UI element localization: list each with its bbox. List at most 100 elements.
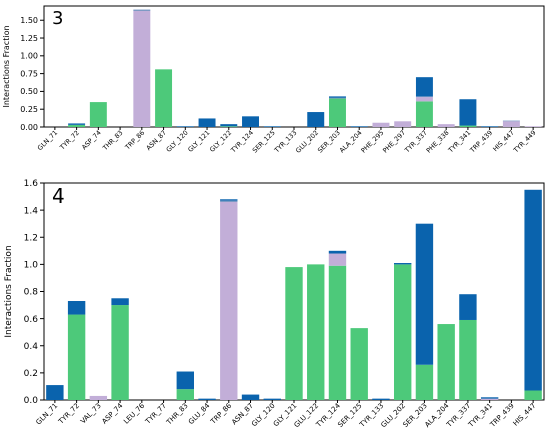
bar-segment-ser_203-hbond [329, 98, 346, 127]
bar-segment-glu_84-water [198, 398, 216, 400]
x-tick-label: PHE_297 [381, 129, 407, 155]
x-tick-label: GLN_71 [36, 129, 59, 152]
x-tick-label: GLU_202 [294, 129, 320, 155]
chart-panel-3: 0.00 0.25 0.50 0.75 1.00 1.25 1.50 GLN_71 TYR_72… [0, 0, 550, 158]
x-tick-label: TYR_449 [511, 129, 537, 155]
bar-segment-ser_203-hbond [415, 364, 434, 400]
bar-segment-tyr_341-water [459, 99, 477, 126]
bar-segment-his_447-water [524, 189, 542, 391]
bar-segment-ser_125-water [263, 126, 281, 127]
y-tick-label: 1.4 [24, 206, 39, 216]
bar-segment-tyr_341-hbond [459, 125, 477, 127]
y-tick-label: 0.50 [20, 87, 38, 96]
bar-segment-tyr_72-hbond [68, 124, 86, 127]
x-tick-label: TYR_341 [446, 129, 472, 155]
y-tick-label: 1.0 [24, 261, 39, 271]
bar-segment-tyr_341-hydrophobic [480, 398, 499, 400]
bar-segment-tyr_337-water [415, 77, 433, 97]
bar-segment-glu_202-water [394, 263, 412, 265]
bar-segment-tyr_124-hbond [328, 265, 347, 400]
x-tick-label: THR_83 [164, 402, 189, 427]
x-tick-label: TRP_86 [209, 401, 234, 426]
bar-segment-tyr_124-hydrophobic [328, 253, 347, 266]
bar-segment-his_447-hydrophobic [502, 121, 520, 127]
bar-segment-his_447-ionic [502, 120, 520, 122]
y-tick-label: 0.00 [20, 123, 38, 132]
bar-segment-ala_204-hbond [437, 324, 455, 400]
bar-segment-thr_83-water [176, 371, 194, 390]
bar-segment-tyr_72-hbond [67, 314, 86, 400]
bar-segment-ala_204-water [350, 126, 368, 127]
bar-segment-gly_121-hbond [285, 267, 303, 400]
bar-segment-tyr_337-water [459, 294, 477, 320]
bar-segment-ser_203-water [329, 96, 346, 98]
bar-segment-trp_86-ionic [220, 200, 238, 202]
y-tick-label: 0.4 [24, 342, 39, 352]
bar-segment-gly_122-water [220, 124, 238, 127]
y-axis-label: Interactions Fraction [2, 25, 11, 107]
bar-segment-glu_202-water [307, 112, 325, 127]
x-tick-label: TYR_337 [403, 129, 429, 155]
bar-segment-phe_297-hydrophobic [394, 121, 412, 127]
x-tick-label: TRP_86 [123, 129, 146, 152]
y-tick-label: 0.0 [24, 396, 39, 406]
x-tick-label: GLY_121 [186, 129, 211, 154]
bar-segment-gln_71-water [46, 385, 64, 400]
bar-segment-tyr_337-hbond [415, 101, 433, 127]
bar-segment-trp_86-hydrophobic [220, 201, 238, 400]
x-tick-label: TYR_133 [272, 129, 298, 155]
x-tick-label: VAL_73 [79, 402, 103, 426]
y-tick-label: 1.00 [20, 52, 38, 61]
bar-segment-phe_338-hydrophobic [437, 124, 455, 127]
x-tick-label: TYR_124 [229, 129, 255, 155]
y-tick-label: 0.25 [20, 105, 38, 114]
y-tick-label: 0.8 [24, 288, 39, 298]
bar-segment-tyr_124-water [328, 250, 347, 254]
chart-3-svg: 0.00 0.25 0.50 0.75 1.00 1.25 1.50 GLN_71 TYR_72… [2, 5, 545, 155]
x-tick-label: THR_83 [101, 129, 125, 153]
x-tick-label: TYR_72 [58, 129, 81, 152]
bar-segment-tyr_341-water [480, 397, 499, 399]
bar-segment-gly_120-water [176, 126, 194, 127]
bar-segment-trp_86-ionic [133, 9, 151, 11]
bar-segment-trp_439-water [481, 126, 499, 127]
x-tick-label: SER_203 [316, 129, 342, 155]
x-tick-label: TRP_439 [468, 129, 494, 155]
bar-segment-asn_87-water [241, 394, 260, 400]
bar-segment-gly_120-water [263, 398, 281, 400]
bar-segment-thr_83-hbond [176, 389, 194, 400]
y-tick-label: 1.2 [24, 233, 38, 243]
x-tick-label: HIS_447 [512, 402, 538, 428]
bar-segment-gly_121-water [198, 118, 216, 127]
x-tick-label: TYR_72 [56, 402, 81, 427]
x-tick-label: GLY_120 [165, 129, 190, 154]
panel-label: 4 [52, 184, 65, 208]
x-tick-label: ASP_74 [101, 401, 125, 425]
chart-4-svg: 0.0 0.2 0.4 0.6 0.8 1.0 1.2 1.4 1.6 GLN_71TYR_72V… [4, 179, 545, 430]
bar-segment-tyr_72-water [67, 300, 86, 315]
bar-segment-trp_86-hydrophobic [133, 10, 151, 127]
bar-segment-glu_122-hbond [307, 264, 325, 400]
y-tick-label: 1.6 [24, 179, 39, 189]
x-tick-label: TYR_77 [143, 402, 168, 427]
y-axis-label: Interactions Fraction [4, 245, 14, 337]
bar-segment-asp_74-water [111, 298, 129, 306]
x-tick-label: SER_125 [251, 129, 277, 155]
bar-segment-gly_122-hbond [220, 126, 238, 127]
x-tick-label: GLN_71 [35, 402, 60, 427]
y-tick-label: 1.50 [20, 16, 38, 25]
bar-segment-tyr_133-water [372, 398, 390, 400]
x-tick-label: PHE_295 [360, 129, 386, 155]
x-tick-label: ASP_74 [80, 129, 103, 152]
x-tick-label: GLU_84 [187, 401, 212, 426]
x-tick-label: PHE_338 [425, 129, 451, 155]
y-tick-label: 0.75 [20, 69, 38, 78]
bar-segment-phe_295-hydrophobic [372, 122, 390, 127]
bar-segment-tyr_337-hbond [459, 319, 477, 400]
bar-segment-ser_125-hbond [350, 328, 368, 400]
bar-segment-val_73-hydrophobic [89, 395, 108, 400]
bar-segment-tyr_337-ionic [415, 96, 433, 98]
chart-panel-4: 0.0 0.2 0.4 0.6 0.8 1.0 1.2 1.4 1.6 GLN_71 TYR_72 V… [0, 170, 550, 439]
y-tick-label: 0.2 [24, 369, 38, 379]
y-tick-label: 0.6 [24, 315, 39, 325]
